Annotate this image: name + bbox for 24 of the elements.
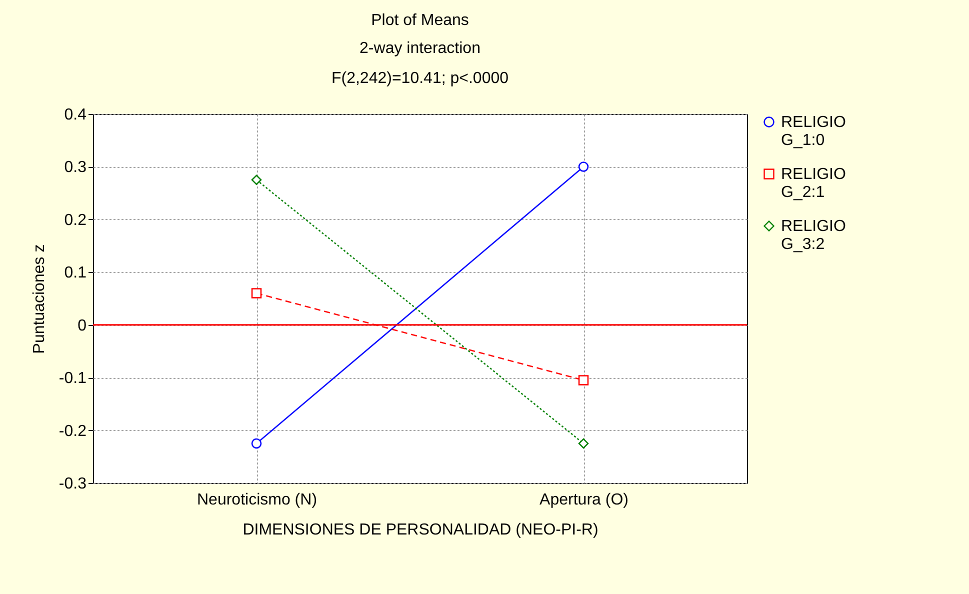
- point: [578, 162, 589, 172]
- point: [578, 438, 589, 449]
- y-tick-label: 0.2: [64, 212, 87, 229]
- legend-label: RELIGIO G_1:0: [781, 114, 846, 149]
- y-tick-label: 0.4: [64, 106, 87, 124]
- x-tick-label: Neuroticismo (N): [196, 492, 318, 508]
- y-tick-label: 0: [78, 317, 87, 334]
- y-tick-label: 0.3: [64, 159, 87, 176]
- y-tick-label: -0.3: [58, 476, 87, 492]
- point: [251, 438, 262, 449]
- x-tick-label: Apertura (O): [540, 492, 628, 508]
- y-tick-label: -0.1: [58, 370, 87, 388]
- y-tick-label: 0.1: [64, 264, 87, 282]
- y-tick-label: -0.2: [58, 422, 87, 440]
- x-axis-title: DIMENSIONES DE PERSONALIDAD (NEO-PI-R): [242, 522, 598, 538]
- y-axis-title: Puntuaciones z: [30, 244, 48, 354]
- text: F(2,242)=10.41; p<.0000: [331, 70, 509, 87]
- chart-title: Plot of Means: [371, 12, 469, 29]
- point: [251, 174, 262, 186]
- chart-subtitle: 2-way interaction: [360, 40, 480, 57]
- legend-label: RELIGIO G_2:1: [781, 166, 846, 201]
- point: [578, 375, 589, 386]
- legend-label: RELIGIO G_3:2: [781, 218, 846, 253]
- point: [251, 288, 262, 298]
